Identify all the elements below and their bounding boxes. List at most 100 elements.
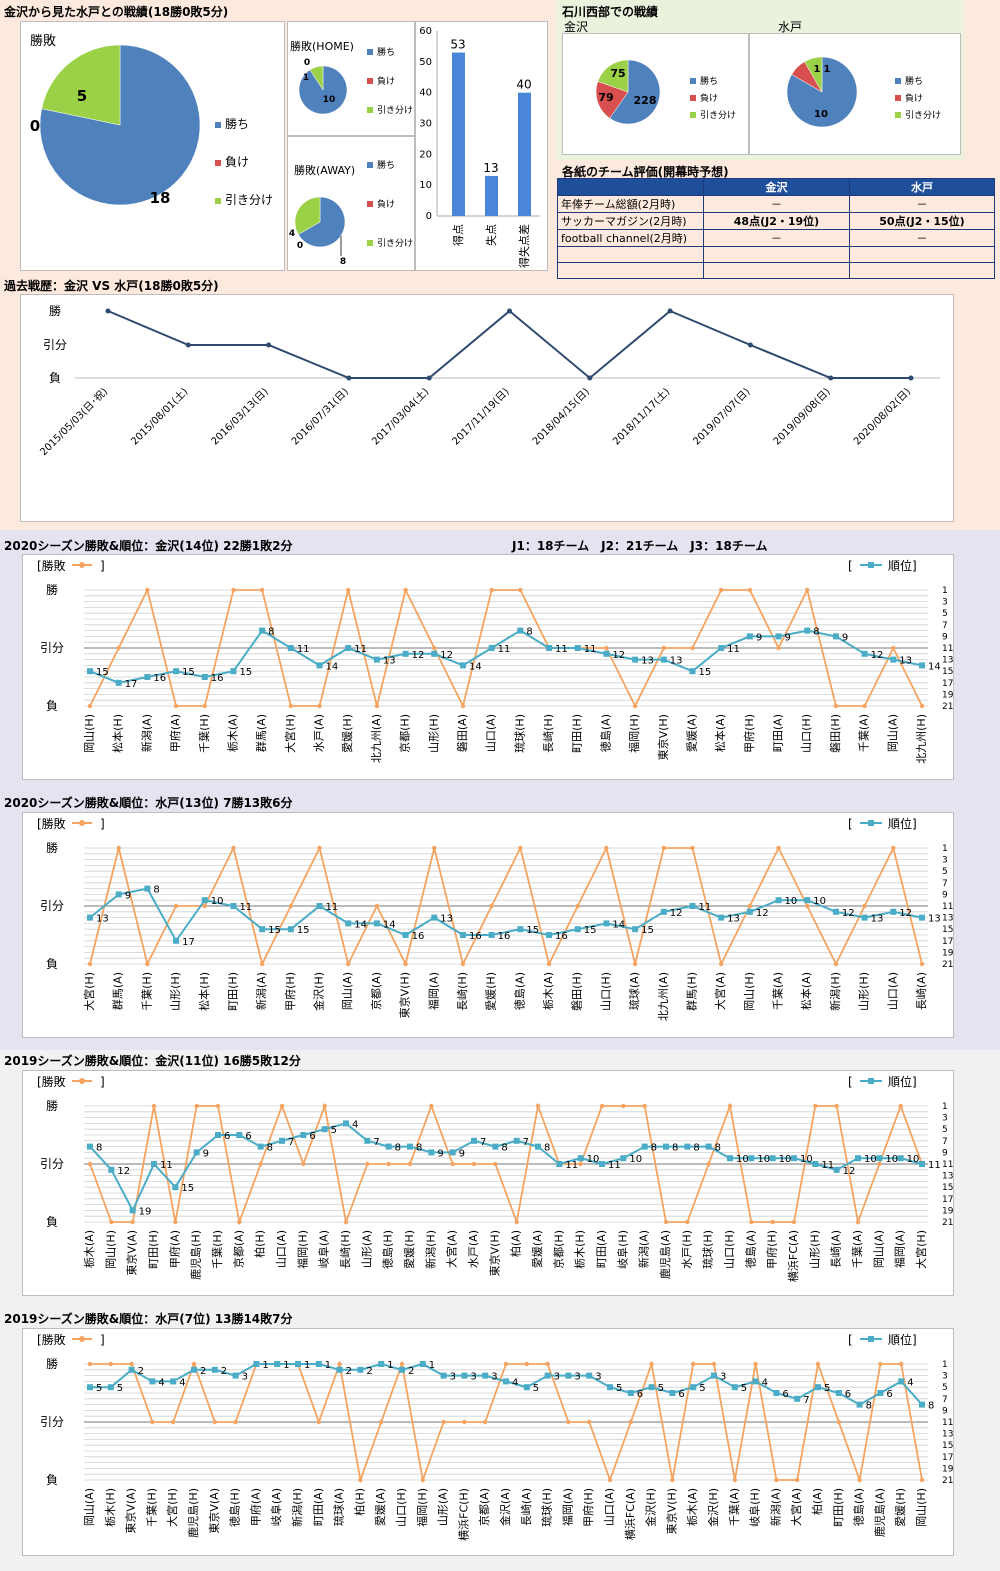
home-pie-legend-label: 引き分け [377, 105, 413, 116]
mito-pie-data-label: 10 [814, 109, 828, 120]
s20m-rank-point [373, 920, 380, 927]
s19m-result-point [753, 1361, 758, 1367]
s19m-x-label: 岡山(H) [915, 1488, 928, 1527]
history-x-label: 2016/07/31(日) [290, 386, 351, 447]
s19m-result-point [899, 1361, 904, 1367]
s19m-rank-label: 1 [429, 1360, 435, 1371]
main-pie-legend-swatch [215, 198, 221, 204]
s20k-result-point [776, 645, 781, 651]
s20m-rank-point [718, 914, 725, 921]
s20m-legend-result-marker [79, 820, 85, 826]
s20k-x-label: 福岡(H) [627, 714, 641, 753]
eval-row-label: サッカーマガジン(2月時) [557, 212, 704, 230]
s19k-rank-label: 10 [629, 1154, 642, 1165]
s19k-rank-label: 5 [331, 1125, 337, 1136]
s19k-x-label: 栃木(H) [573, 1230, 587, 1269]
s19m-result-point [587, 1419, 592, 1425]
s20m-rank-label: 15 [526, 925, 539, 936]
history-x-label: 2018/04/15(日) [531, 386, 592, 447]
s20m-result-point [259, 961, 265, 967]
s20m-result-point [346, 961, 351, 967]
s19m-rank-label: 2 [366, 1366, 372, 1377]
s20k-x-label: 町田(A) [772, 714, 785, 752]
s20m-rank-label: 15 [268, 925, 281, 936]
s19k-x-label: 徳島(H) [381, 1230, 395, 1269]
s20k-x-label: 水戸(A) [313, 714, 326, 752]
s20k-result-point [690, 645, 695, 651]
s20k-result-point [518, 587, 523, 593]
bar-得点 [452, 52, 465, 217]
s19k-result-point [621, 1103, 626, 1109]
s20k-result-point [919, 703, 925, 709]
s19m-y-right-label: 19 [942, 1464, 954, 1474]
bar-得失点差 [518, 92, 531, 216]
s19k-rank-point [876, 1155, 883, 1162]
s19k-x-label: 水戸(H) [680, 1230, 693, 1269]
eval-title: 各紙のチーム評価(開幕時予想) [562, 165, 729, 179]
s20k-x-label: 北九州(H) [915, 714, 928, 764]
s19m-result-point [441, 1419, 446, 1425]
s20m-rank-point [775, 897, 782, 904]
bar-category-label: 失点 [485, 224, 498, 246]
bar-y-tick: 40 [419, 88, 432, 99]
s20k-rank-label: 13 [899, 656, 912, 667]
s19m-rank-label: 4 [762, 1377, 768, 1388]
s20k-rank-point [459, 662, 466, 669]
s19m-y-right-label: 13 [942, 1430, 953, 1440]
s19m-rank-label: 2 [200, 1366, 206, 1377]
eval-cell [849, 262, 995, 279]
s20m-rank-point [459, 932, 466, 938]
s20m-rank-point [173, 937, 180, 944]
s19k-x-label: 鹿児島(A) [658, 1230, 672, 1279]
s19k-x-label: 琉球(H) [701, 1230, 715, 1269]
s20k-rank-label: 14 [928, 661, 941, 672]
s19m-result-point [399, 1361, 405, 1367]
s20m-result-point [546, 961, 552, 967]
kanazawa-pie-legend-swatch [690, 95, 696, 101]
s20m-result-point [116, 845, 121, 851]
kanazawa-pie-legend-label: 勝ち [700, 75, 718, 87]
s20m-x-label: 山形(H) [169, 972, 182, 1011]
s20k-rank-label: 11 [354, 644, 367, 655]
league-note: J1：18チーム J2：21チーム J3：18チーム [512, 539, 768, 553]
s19k-x-label: 千葉(A) [850, 1230, 864, 1268]
s19m-rank-point [877, 1390, 884, 1396]
s19m-x-label: 柏(H) [352, 1488, 366, 1516]
history-y-label: 負 [49, 371, 61, 385]
s20m-x-label: 山形(H) [858, 972, 871, 1011]
s19m-x-label: 新潟(A) [768, 1488, 782, 1526]
s19k-y-right-label: 17 [942, 1195, 953, 1205]
s20k-x-label: 北九州(A) [370, 714, 383, 763]
s19m-x-label: 福岡(A) [560, 1488, 574, 1526]
s19m-rank-point [648, 1384, 655, 1391]
s20k-x-label: 岡山(A) [886, 714, 899, 752]
s20m-x-label: 群馬(A) [111, 972, 125, 1010]
s19m-result-point [503, 1361, 509, 1367]
s20m-rank-point [890, 908, 897, 915]
history-line [107, 309, 911, 380]
s20m-result-point [145, 961, 150, 967]
s20k-x-label: 松本(A) [713, 714, 727, 752]
s20k-x-label: 長崎(H) [541, 714, 555, 753]
s19k-rank-point [151, 1161, 157, 1167]
s20k-legend-result: [勝敗 [37, 558, 66, 573]
s20k-result-point [718, 587, 724, 593]
s19k-rank-point [215, 1132, 221, 1138]
bar-y-tick: 60 [419, 26, 432, 37]
s20k-rank-point [603, 650, 610, 657]
s20m-panel [22, 812, 954, 1038]
s19m-rank-point [815, 1384, 821, 1391]
history-y-label: 引分 [43, 338, 67, 352]
s19m-rank-label: 5 [117, 1383, 123, 1394]
s19k-rank-point [193, 1149, 200, 1156]
s20m-rank-point [746, 908, 753, 915]
s19m-legend-result-marker [79, 1336, 85, 1342]
s19k-result-point [706, 1161, 711, 1167]
main-pie-legend-swatch [215, 160, 221, 166]
s19m-rank-point [482, 1372, 489, 1379]
s19k-x-label: 長崎(H) [338, 1230, 352, 1269]
home-pie-title: 勝敗(HOME) [290, 40, 354, 53]
s19m-legend-rank: 順位] [888, 1332, 917, 1347]
s20k-rank-point [517, 627, 524, 634]
s19m-rank-point [752, 1378, 759, 1385]
